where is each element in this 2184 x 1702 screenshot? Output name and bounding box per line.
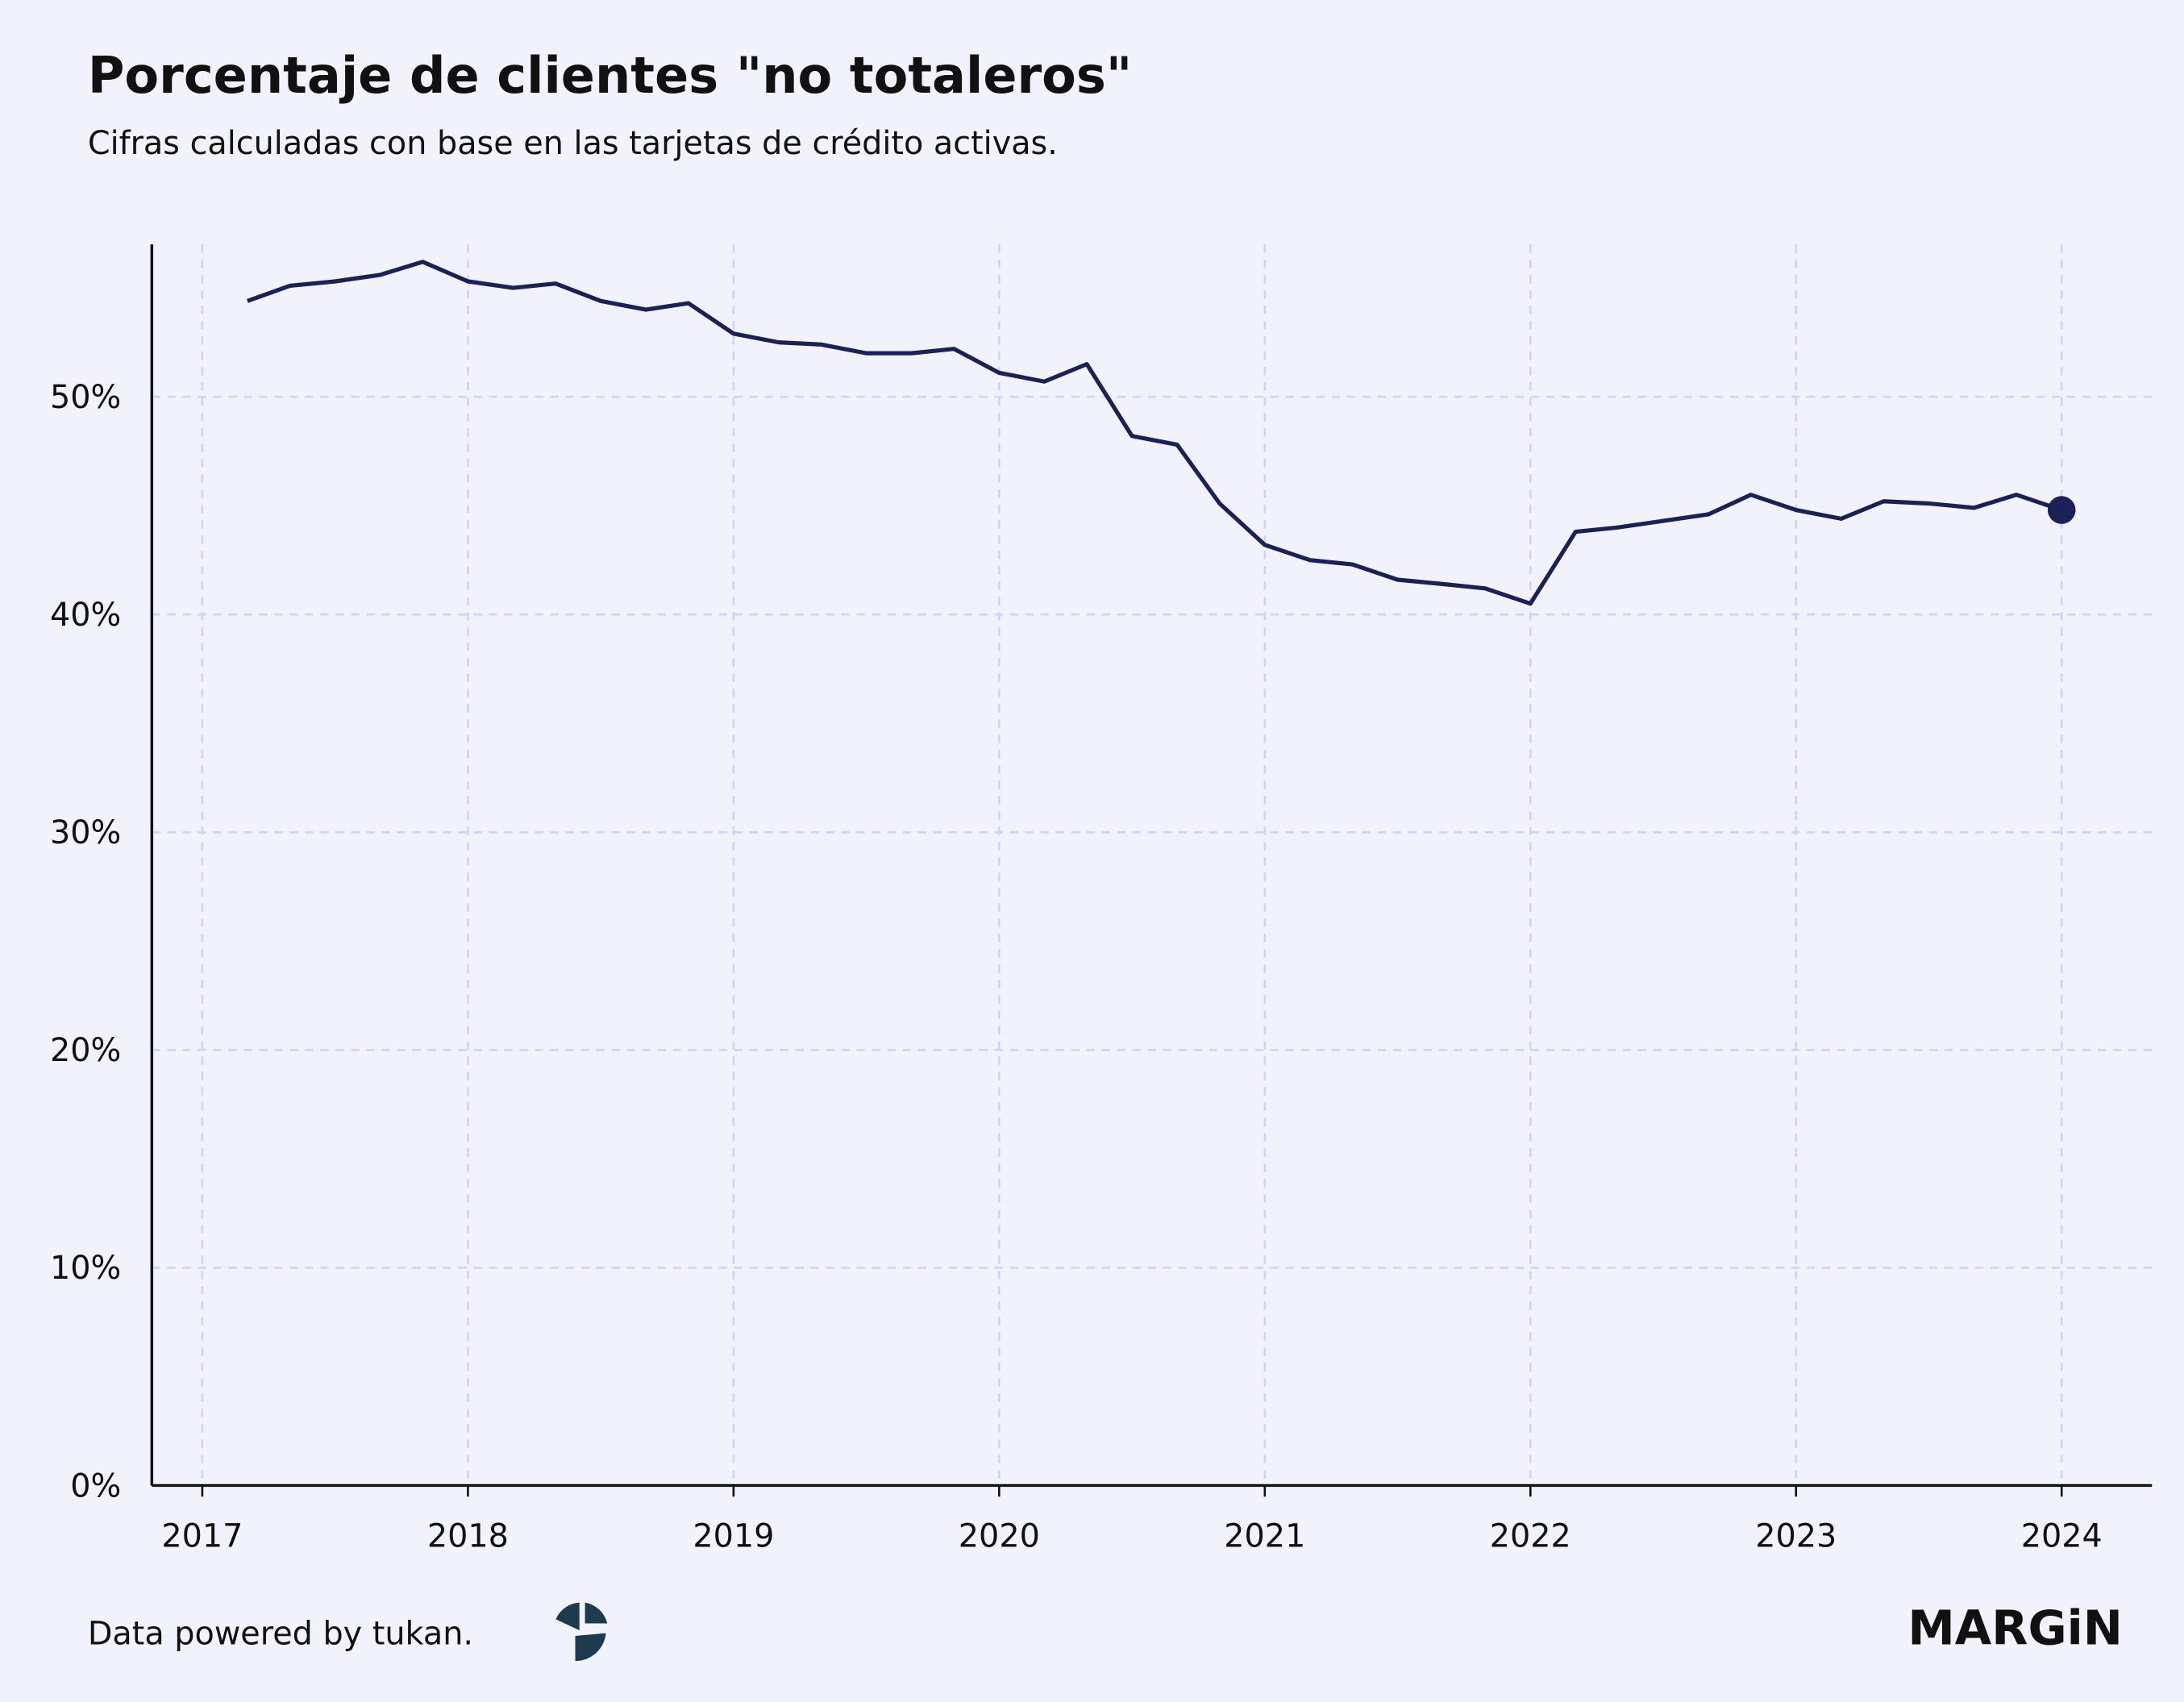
brand-logo: MARGiN — [1907, 1600, 2123, 1655]
x-tick-label: 2021 — [1224, 1517, 1305, 1554]
x-tick-label: 2017 — [161, 1517, 243, 1554]
y-tick-label: 0% — [70, 1467, 121, 1504]
y-tick-label: 30% — [50, 814, 121, 851]
x-tick-label: 2024 — [2021, 1517, 2103, 1554]
tukan-logo — [555, 1602, 608, 1662]
x-tick-label: 2019 — [693, 1517, 774, 1554]
x-tick-label: 2023 — [1755, 1517, 1837, 1554]
chart-title: Porcentaje de clientes "no totaleros" — [88, 46, 1132, 105]
y-tick-label: 20% — [50, 1032, 121, 1069]
y-tick-label: 40% — [50, 597, 121, 634]
data-line — [247, 260, 2063, 606]
y-tick-label: 50% — [50, 379, 121, 416]
x-tick-label: 2022 — [1490, 1517, 1571, 1554]
last-point-marker — [2047, 496, 2076, 524]
y-tick-label: 10% — [50, 1250, 121, 1287]
x-tick-label: 2020 — [959, 1517, 1040, 1554]
source-note: Data powered by tukan. — [88, 1615, 473, 1652]
chart-subtitle: Cifras calculadas con base en las tarjet… — [88, 125, 1058, 162]
x-tick-label: 2018 — [427, 1517, 509, 1554]
